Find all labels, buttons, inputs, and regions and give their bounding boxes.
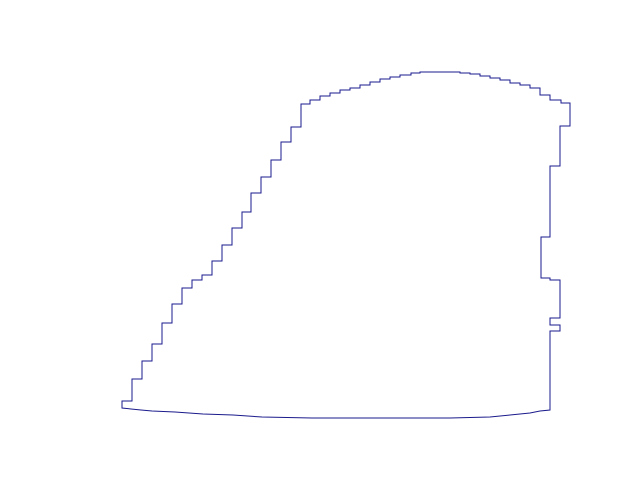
stepped-outline-shape [121, 71, 571, 419]
